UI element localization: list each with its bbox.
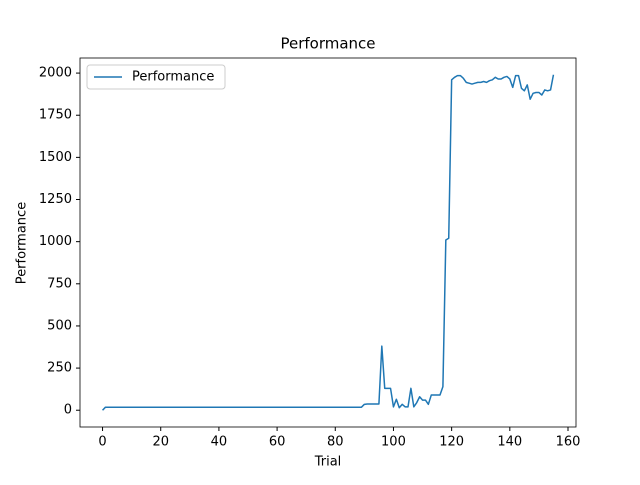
y-tick-label: 750 — [47, 276, 72, 291]
y-tick-label: 2000 — [39, 66, 72, 81]
x-tick-label: 100 — [381, 435, 406, 450]
chart-title: Performance — [280, 35, 375, 53]
line — [102, 74, 555, 411]
y-tick-label: 500 — [47, 318, 72, 333]
x-tick-label: 60 — [269, 435, 286, 450]
x-axis-label: Trial — [314, 455, 342, 470]
x-tick-label: 40 — [211, 435, 228, 450]
x-tick-label: 80 — [327, 435, 344, 450]
y-tick-label: 1000 — [39, 234, 72, 249]
x-tick-label: 0 — [98, 435, 106, 450]
y-tick-label: 1750 — [39, 108, 72, 123]
x-tick-label: 20 — [152, 435, 169, 450]
axes-frame — [79, 57, 577, 428]
x-tick-label: 160 — [556, 435, 581, 450]
x-tick-label: 140 — [497, 435, 522, 450]
legend-label: Performance — [132, 70, 214, 85]
y-tick-label: 250 — [47, 361, 72, 376]
y-tick-label: 1250 — [39, 192, 72, 207]
y-tick-label: 1500 — [39, 150, 72, 165]
y-axis-label: Performance — [15, 202, 30, 284]
x-tick-label: 120 — [439, 435, 464, 450]
y-tick-label: 0 — [64, 403, 72, 418]
legend-box — [86, 64, 226, 90]
